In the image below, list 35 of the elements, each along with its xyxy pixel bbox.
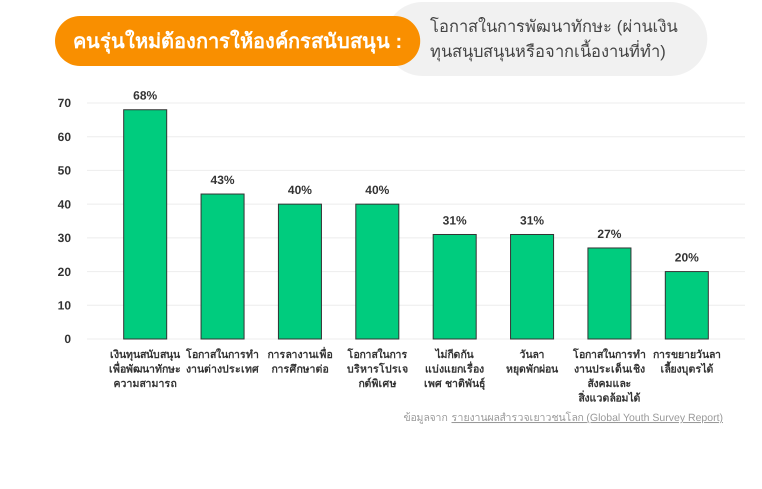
y-tick-label: 30	[58, 231, 72, 246]
x-tick-label: โอกาสในการทำ งานต่างประเทศ	[185, 347, 260, 376]
bar	[587, 247, 632, 340]
data-label: 20%	[674, 250, 700, 265]
bar	[510, 234, 554, 340]
y-tick-label: 40	[58, 197, 72, 212]
bar	[664, 271, 709, 340]
data-label: 31%	[442, 213, 468, 228]
x-tick-label: วันลา หยุดพักผ่อน	[506, 349, 560, 376]
x-tick-label: โอกาสในการทำ งานประเด็นเชิง สังคมและ สิ่งแวดล้อมได้	[572, 347, 646, 404]
bar	[123, 109, 168, 340]
y-tick-label: 60	[58, 130, 72, 144]
x-tick-label: โอกาสในการ บริหารโปรเจ กต์พิเศษ	[346, 347, 408, 390]
chart-subtitle: โอกาสในการพัฒนาทักษะ (ผ่านเงิน ทุนสนุบสนุนหรือจากเนื้องานที่ทำ)	[430, 17, 678, 62]
x-tick-label: การขยายวันลา เลี้ยงบุตรได้	[652, 349, 721, 376]
data-label: 40%	[288, 183, 312, 198]
data-label: 31%	[520, 213, 544, 228]
x-tick-label: ไม่กีดกัน แบ่งแยกเรื่อง เพศ ชาติพันธุ์	[424, 348, 486, 391]
data-label: 68%	[133, 88, 158, 103]
bar	[200, 194, 245, 340]
bar	[432, 234, 477, 340]
bar	[278, 204, 322, 340]
bar	[355, 204, 400, 340]
y-tick-label: 50	[58, 164, 72, 178]
chart-title: คนรุ่นใหม่ต้องการให้องค์กรสนับสนุน :	[73, 29, 402, 54]
data-label: 27%	[597, 226, 622, 241]
y-tick-label: 0	[64, 332, 72, 346]
data-label: 43%	[210, 173, 235, 188]
header: คนรุ่นใหม่ต้องการให้องค์กรสนับสนุน : โอกาสในการพัฒนาทักษะ (ผ่านเงิน ทุนสนุบสนุนหรือจากเนื้องานที่ทำ)	[55, 2, 708, 76]
y-tick-label: 20	[58, 264, 72, 279]
x-tick-label: การลางานเพื่อ การศึกษาต่อ	[267, 346, 332, 376]
data-label: 40%	[365, 183, 390, 198]
x-tick-label: เงินทุนสนับสนุน เพื่อพัฒนาทักษะ ความสามารถ	[109, 349, 182, 390]
y-tick-label: 10	[58, 298, 72, 312]
y-tick-label: 70	[58, 96, 72, 110]
